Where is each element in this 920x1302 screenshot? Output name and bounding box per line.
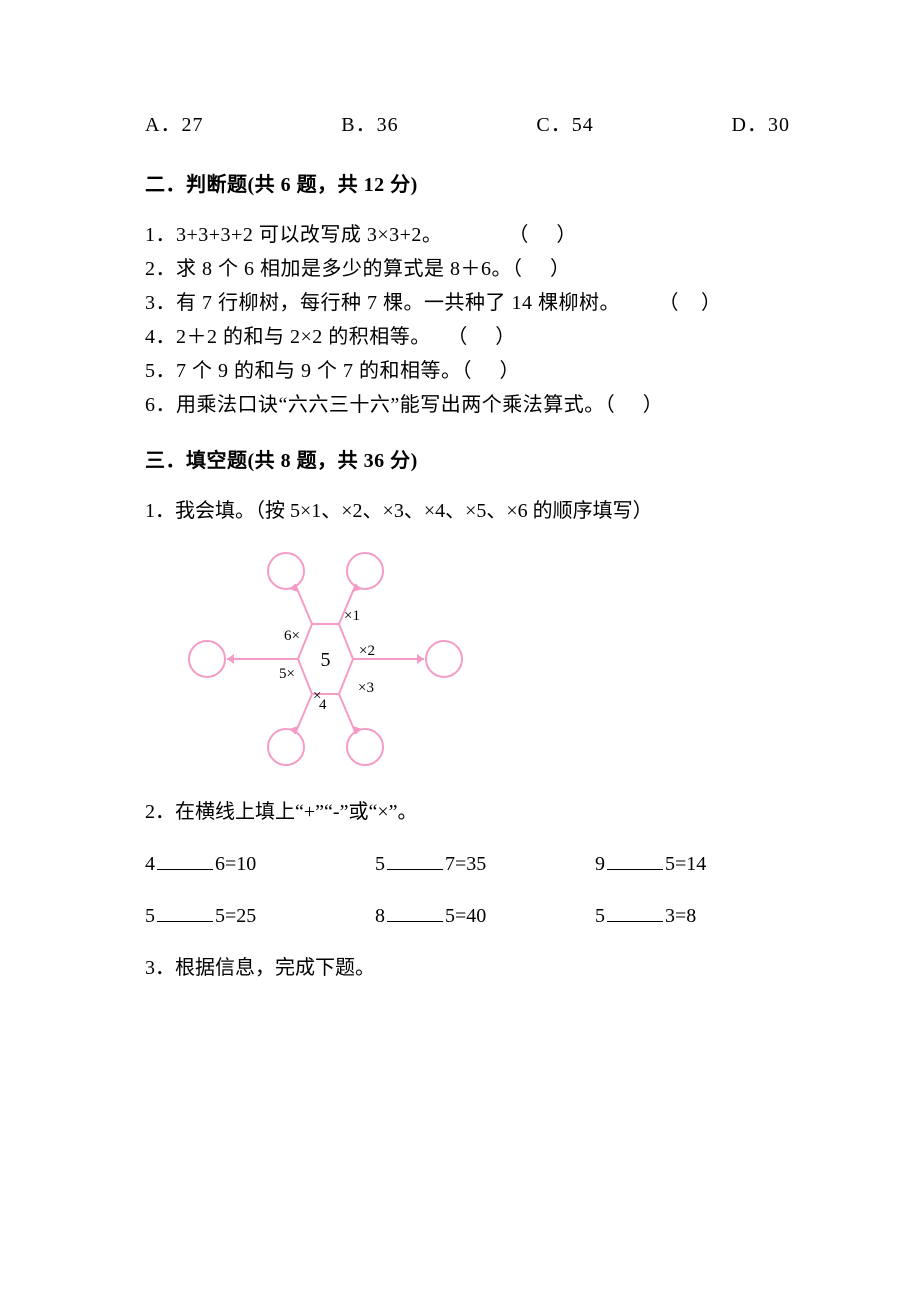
fill-cell: 5 3=8 <box>595 901 765 931</box>
svg-text:×3: ×3 <box>358 680 374 696</box>
svg-text:5×: 5× <box>279 666 295 682</box>
fill-cell: 9 5=14 <box>595 849 765 879</box>
fill-row-2: 5 5=25 8 5=40 5 3=8 <box>145 901 800 931</box>
fill-cell: 5 5=25 <box>145 901 375 931</box>
mc-option-c: C．54 <box>536 110 593 140</box>
fill-right: 5=14 <box>665 849 706 879</box>
fill-row-1: 4 6=10 5 7=35 9 5=14 <box>145 849 800 879</box>
judge-q4: 4．2＋2 的和与 2×2 的积相等。 （ ） <box>145 322 800 352</box>
blank-underline <box>607 903 663 922</box>
hex-diagram-svg: 5×1×2×34×5×6× <box>173 548 473 770</box>
fill-right: 6=10 <box>215 849 256 879</box>
fill-right: 7=35 <box>445 849 486 879</box>
mc-option-d: D．30 <box>732 110 790 140</box>
fill-left: 5 <box>375 849 385 879</box>
fill-left: 9 <box>595 849 605 879</box>
page: A．27 B．36 C．54 D．30 二．判断题(共 6 题，共 12 分) … <box>0 0 920 1085</box>
multiple-choice-row: A．27 B．36 C．54 D．30 <box>145 110 800 140</box>
svg-text:×1: ×1 <box>344 608 360 624</box>
blank-underline <box>387 903 443 922</box>
fill-right: 5=40 <box>445 901 486 931</box>
judge-q2: 2．求 8 个 6 相加是多少的算式是 8＋6。（ ） <box>145 254 800 284</box>
fill-left: 8 <box>375 901 385 931</box>
svg-text:×2: ×2 <box>359 643 375 659</box>
section-2-heading: 二．判断题(共 6 题，共 12 分) <box>145 170 800 200</box>
svg-text:6×: 6× <box>284 628 300 644</box>
blank-underline <box>157 903 213 922</box>
fill-q3: 3．根据信息，完成下题。 <box>145 953 800 983</box>
fill-left: 5 <box>595 901 605 931</box>
fill-q2-rows: 4 6=10 5 7=35 9 5=14 5 5=25 8 <box>145 849 800 931</box>
blank-underline <box>157 851 213 870</box>
svg-text:×: × <box>313 688 321 704</box>
fill-cell: 8 5=40 <box>375 901 595 931</box>
fill-cell: 5 7=35 <box>375 849 595 879</box>
svg-text:5: 5 <box>321 649 331 671</box>
mc-option-a: A．27 <box>145 110 203 140</box>
judge-q1: 1．3+3+3+2 可以改写成 3×3+2。 （ ） <box>145 220 800 250</box>
judge-q3: 3．有 7 行柳树，每行种 7 棵。一共种了 14 棵柳树。 （ ） <box>145 288 800 318</box>
fill-right: 5=25 <box>215 901 256 931</box>
judge-q5: 5．7 个 9 的和与 9 个 7 的和相等。（ ） <box>145 356 800 386</box>
fill-cell: 4 6=10 <box>145 849 375 879</box>
section-3-heading: 三．填空题(共 8 题，共 36 分) <box>145 446 800 476</box>
blank-underline <box>607 851 663 870</box>
hex-diagram: 5×1×2×34×5×6× <box>173 548 800 779</box>
fill-right: 3=8 <box>665 901 696 931</box>
blank-underline <box>387 851 443 870</box>
mc-option-b: B．36 <box>341 110 398 140</box>
judge-q6: 6．用乘法口诀“六六三十六”能写出两个乘法算式。（ ） <box>145 390 800 420</box>
fill-left: 5 <box>145 901 155 931</box>
fill-q2-title: 2．在横线上填上“+”“-”或“×”。 <box>145 797 800 827</box>
fill-q1: 1．我会填。（按 5×1、×2、×3、×4、×5、×6 的顺序填写） <box>145 496 800 526</box>
fill-left: 4 <box>145 849 155 879</box>
section-2-list: 1．3+3+3+2 可以改写成 3×3+2。 （ ） 2．求 8 个 6 相加是… <box>145 220 800 420</box>
